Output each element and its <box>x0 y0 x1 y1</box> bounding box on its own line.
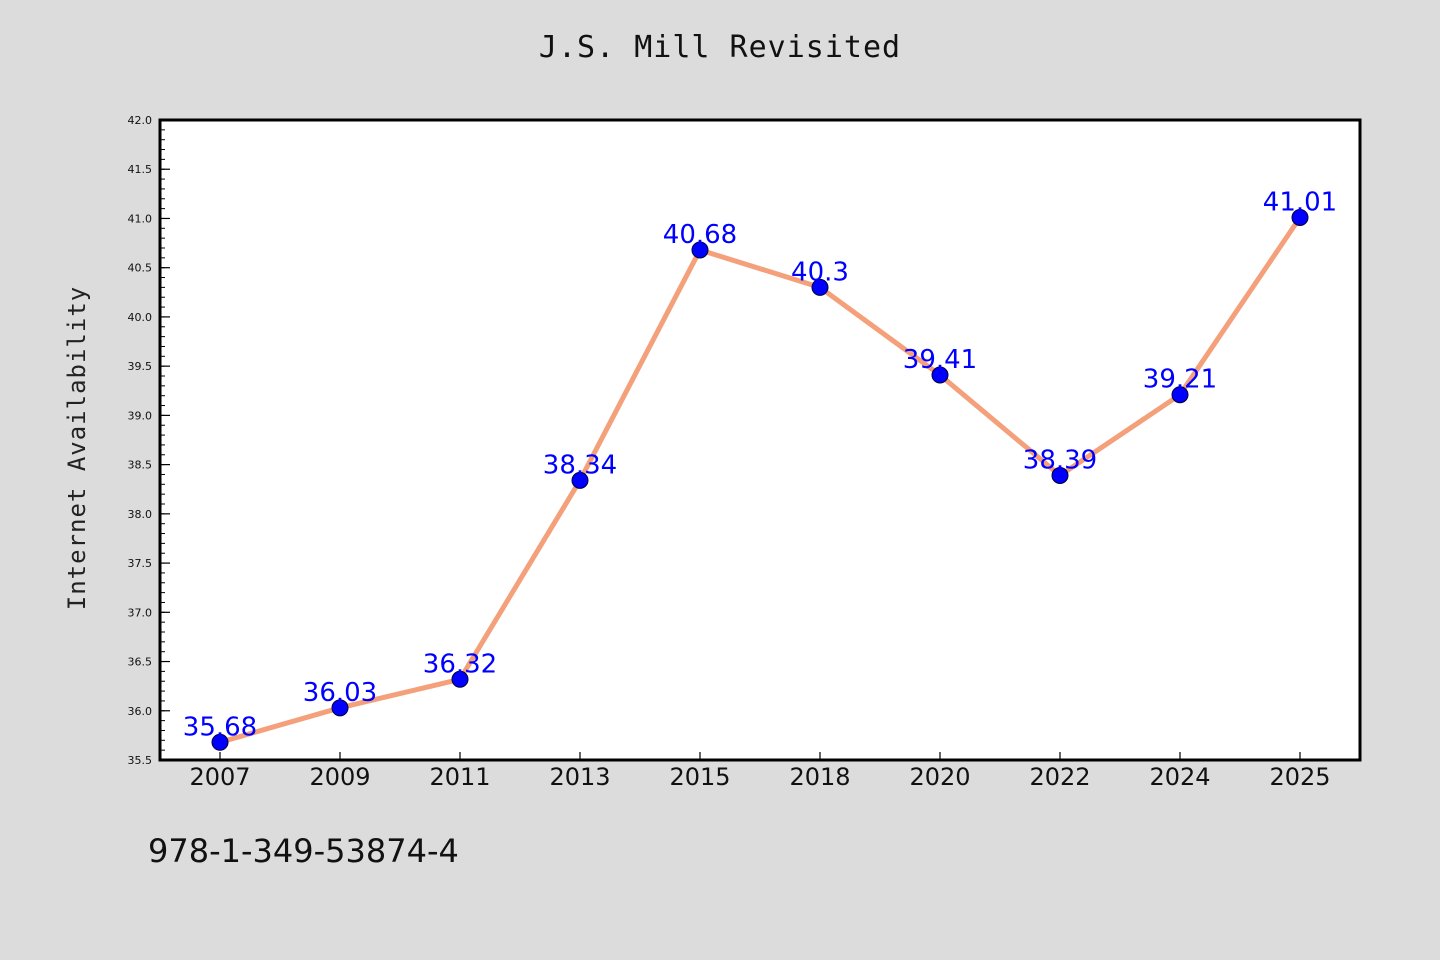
x-tick-label: 2007 <box>189 763 250 791</box>
plot-frame <box>158 118 1362 762</box>
y-tick-label: 36.5 <box>128 656 153 669</box>
data-point <box>931 366 949 384</box>
y-tick-label: 42.0 <box>128 114 153 127</box>
data-label: 39.21 <box>1143 365 1217 395</box>
y-axis-ticks: 35.5 36.0 36.5 37.0 37.5 38.0 38.5 39.0 39.5 40.0… <box>128 114 170 767</box>
y-tick-label: 40.0 <box>128 311 153 324</box>
series-line <box>217 214 1303 745</box>
y-tick-label: 41.5 <box>128 163 153 176</box>
data-label: 40.3 <box>791 257 849 287</box>
data-label: 40.68 <box>663 220 737 250</box>
data-point <box>571 471 589 489</box>
data-label: 38.39 <box>1023 445 1097 475</box>
y-tick-label: 39.0 <box>128 409 153 422</box>
y-tick-label: 37.5 <box>128 557 153 570</box>
plot-area <box>160 120 1360 760</box>
y-tick-label: 39.5 <box>128 360 153 373</box>
chart-title: J.S. Mill Revisited <box>538 30 902 65</box>
x-tick-label: 2025 <box>1269 763 1330 791</box>
data-point <box>211 733 229 751</box>
data-label: 35.68 <box>183 712 257 742</box>
x-tick-label: 2013 <box>549 763 610 791</box>
data-label: 36.32 <box>423 649 497 679</box>
point-labels: 35.68 36.03 36.32 38.34 40.68 40.3 39.41 38.39 3… <box>183 187 1337 742</box>
x-tick-label: 2015 <box>669 763 730 791</box>
isbn-footnote: 978-1-349-53874-4 <box>148 832 459 870</box>
x-tick-label: 2020 <box>909 763 970 791</box>
x-tick-label: 2024 <box>1149 763 1210 791</box>
data-point <box>451 670 469 688</box>
x-axis-ticks: 2007 2009 2011 2013 2015 2018 2020 2022 2024 2025 <box>189 752 1331 791</box>
data-point <box>811 278 829 296</box>
data-point <box>691 241 709 259</box>
data-point <box>1171 386 1189 404</box>
x-tick-label: 2018 <box>789 763 850 791</box>
data-markers <box>211 208 1309 751</box>
data-label: 39.41 <box>903 345 977 375</box>
y-axis-label: Internet Availability <box>63 286 91 610</box>
y-tick-label: 40.5 <box>128 262 153 275</box>
y-tick-label: 38.0 <box>128 508 153 521</box>
data-label: 38.34 <box>543 450 617 480</box>
x-tick-label: 2009 <box>309 763 370 791</box>
x-tick-label: 2022 <box>1029 763 1090 791</box>
data-label: 36.03 <box>303 678 377 708</box>
x-tick-label: 2011 <box>429 763 490 791</box>
y-tick-label: 36.0 <box>128 705 153 718</box>
y-tick-label: 35.5 <box>128 754 153 767</box>
data-point <box>1051 466 1069 484</box>
y-tick-label: 38.5 <box>128 459 153 472</box>
y-tick-label: 41.0 <box>128 212 153 225</box>
data-point <box>331 699 349 717</box>
y-tick-label: 37.0 <box>128 606 153 619</box>
data-point <box>1291 208 1309 226</box>
data-label: 41.01 <box>1263 187 1337 217</box>
